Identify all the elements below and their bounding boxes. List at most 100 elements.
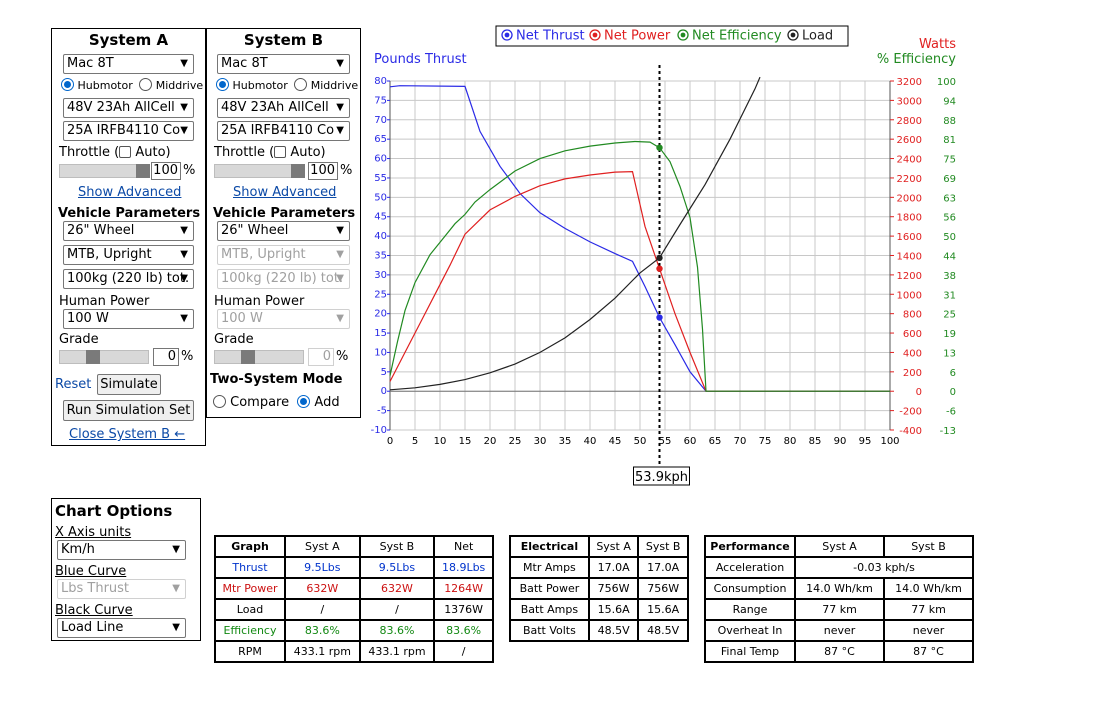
system-a-wheel-select[interactable]: 26" Wheel ▼ [63, 221, 194, 241]
system-a-grade-slider[interactable] [59, 350, 149, 364]
table-cell: 632W [284, 577, 361, 600]
table-row: RPM 433.1 rpm 433.1 rpm / [214, 640, 494, 663]
table-cell: 1264W [433, 577, 494, 600]
system-a-throttle-label: Throttle ( Auto) [59, 145, 171, 160]
system-b-motor-select[interactable]: Mac 8T ▼ [217, 54, 350, 74]
table-row: Consumption 14.0 Wh/km 14.0 Wh/km [704, 577, 974, 600]
table-cell: 83.6% [433, 619, 494, 642]
system-a-grade-input[interactable]: 0 [153, 348, 179, 366]
system-b-middrive-radio[interactable] [294, 78, 308, 91]
slider-thumb[interactable] [136, 164, 150, 178]
y-left-tick-label: 35 [374, 251, 387, 262]
system-b-hubmotor-radio[interactable] [216, 78, 229, 91]
load-marker [656, 254, 663, 262]
system-b-throttle-input[interactable]: 100 [308, 162, 338, 180]
system-a-controller-select[interactable]: 25A IRFB4110 Co ▼ [63, 121, 194, 141]
y-right-efficiency-tick-label: 56 [943, 213, 956, 224]
cursor-readout-box [633, 466, 690, 486]
x-tick-label: 30 [534, 436, 547, 447]
x-axis-units-select[interactable]: Km/h ▼ [57, 540, 186, 560]
black-curve-select[interactable]: Load Line ▼ [57, 618, 186, 638]
chart-options-panel: Chart Options X Axis units Km/h ▼ Blue Cu… [51, 498, 201, 641]
legend-net-thrust-dot [504, 32, 510, 38]
x-tick-label: 25 [509, 436, 522, 447]
system-b-wheel-select[interactable]: 26" Wheel ▼ [217, 221, 350, 241]
table-cell: 48.5V [637, 619, 689, 642]
y-right-efficiency-tick-label: 81 [943, 135, 956, 146]
system-a-battery-select[interactable]: 48V 23Ah AllCell ▼ [63, 98, 194, 118]
x-tick-label: 90 [834, 436, 847, 447]
x-tick-label: 70 [734, 436, 747, 447]
system-a-hubmotor-radio[interactable] [61, 78, 74, 91]
table-row: Batt Amps 15.6A 15.6A [509, 598, 689, 621]
table-cell: 18.9Lbs [433, 556, 494, 579]
y-right-watts-tick-label: 1600 [897, 232, 922, 243]
system-b-show-advanced-link[interactable]: Show Advanced [233, 185, 337, 200]
speed-cursor[interactable]: 53.9kph [633, 65, 690, 486]
y-left-tick-label: 25 [374, 289, 387, 300]
table-header: Syst B [883, 535, 974, 558]
performance-chart[interactable]: 0 5 10 15 20 25 30 35 40 45 50 55 60 65 70 75 80 85 90 95 10… [355, 25, 975, 490]
system-b-grade-slider[interactable] [214, 350, 304, 364]
y-right-efficiency-tick-label: 31 [943, 290, 956, 301]
table-cell: Final Temp [704, 640, 796, 663]
system-a-throttle-input[interactable]: 100 [151, 162, 181, 180]
x-tick-label: 5 [412, 436, 418, 447]
system-b-posture-select: MTB, Upright ▼ [217, 245, 350, 265]
table-cell: 756W [587, 577, 640, 600]
slider-thumb[interactable] [291, 164, 305, 178]
table-header: Graph [214, 535, 286, 558]
y-right-watts-tick-label: 1800 [897, 213, 922, 224]
table-row: Thrust 9.5Lbs 9.5Lbs 18.9Lbs [214, 556, 494, 579]
y-left-tick-label: 0 [381, 386, 387, 397]
two-system-mode-options: Compare Add [213, 395, 340, 410]
slider-thumb[interactable] [241, 350, 255, 364]
y-right-watts-tick-label: 3000 [897, 96, 922, 107]
y-right-watts-tick-label: 1000 [897, 290, 922, 301]
table-cell: 14.0 Wh/km [883, 577, 974, 600]
y-left-tick-label: 20 [374, 309, 387, 320]
slider-thumb[interactable] [86, 350, 100, 364]
system-b-throttle-slider[interactable] [214, 164, 305, 178]
table-cell: 756W [637, 577, 689, 600]
table-row: Batt Volts 48.5V 48.5V [509, 619, 689, 642]
system-b-controller-select[interactable]: 25A IRFB4110 Co ▼ [217, 121, 350, 141]
add-radio[interactable] [297, 395, 311, 408]
system-a-human-power-select[interactable]: 100 W ▼ [63, 309, 194, 329]
y-right-efficiency-tick-label: 50 [943, 232, 956, 243]
system-a-show-advanced-link[interactable]: Show Advanced [78, 185, 182, 200]
system-a-throttle-slider[interactable] [59, 164, 150, 178]
table-cell: Mtr Power [214, 577, 286, 600]
y-left-tick-label: 80 [374, 76, 387, 87]
system-a-motor-select[interactable]: Mac 8T ▼ [63, 54, 194, 74]
system-a-posture-select[interactable]: MTB, Upright ▼ [63, 245, 194, 265]
compare-radio[interactable] [213, 395, 226, 408]
table-row: Load / / 1376W [214, 598, 494, 621]
table-header: Syst A [587, 535, 640, 558]
power-marker [656, 265, 663, 272]
y-right-efficiency-tick-label: 6 [950, 368, 956, 379]
system-b-auto-checkbox[interactable] [274, 146, 287, 158]
system-a-middrive-radio[interactable] [139, 78, 153, 91]
y-left-tick-label: 55 [374, 173, 387, 184]
system-a-weight-select[interactable]: 100kg (220 lb) tot. ▼ [63, 269, 194, 289]
reset-link[interactable]: Reset [55, 377, 92, 392]
two-system-mode-heading: Two-System Mode [210, 372, 343, 387]
system-b-battery-select[interactable]: 48V 23Ah AllCell ▼ [217, 98, 350, 118]
system-a-auto-checkbox[interactable] [119, 146, 132, 158]
x-tick-label: 50 [634, 436, 647, 447]
system-a-panel: System A Mac 8T ▼ Hubmotor Middrive 48V 2… [51, 28, 206, 446]
table-cell: 433.1 rpm [358, 640, 436, 663]
close-system-b-link[interactable]: Close System B ← [69, 427, 186, 442]
x-tick-label: 20 [484, 436, 497, 447]
table-cell: / [433, 640, 494, 663]
table-cell: 83.6% [284, 619, 361, 642]
x-tick-label: 65 [709, 436, 722, 447]
simulate-button[interactable]: Simulate [97, 374, 161, 395]
power-curve [389, 170, 890, 392]
table-cell: Range [704, 598, 796, 621]
x-tick-label: 80 [784, 436, 797, 447]
y-right-watts-tick-label: 0 [916, 387, 922, 398]
run-simulation-set-button[interactable]: Run Simulation Set [63, 400, 194, 421]
x-tick-label: 100 [880, 436, 899, 447]
